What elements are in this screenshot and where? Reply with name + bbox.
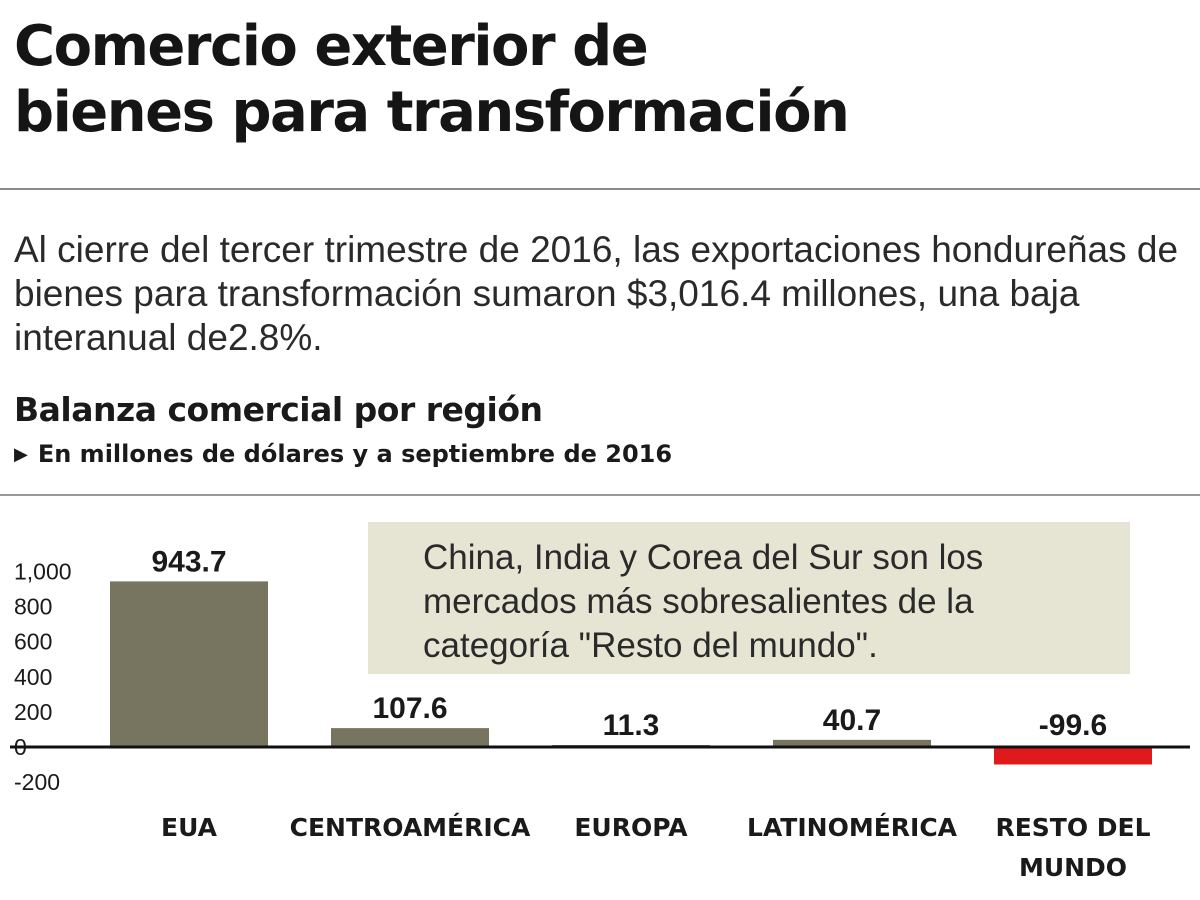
data-label: 943.7	[151, 545, 226, 578]
chart-heading: Balanza comercial por región	[14, 390, 543, 429]
y-tick-label: -200	[14, 769, 60, 795]
x-category-label: EUROPA	[574, 813, 688, 842]
bar	[994, 747, 1152, 765]
x-category-label: MUNDO	[1019, 853, 1127, 882]
y-tick-label: 800	[14, 594, 52, 620]
title-line-2: bienes para transformación	[14, 80, 850, 145]
top-divider	[0, 188, 1200, 190]
y-tick-label: 600	[14, 629, 52, 655]
x-category-label: LATINOMÉRICA	[747, 813, 958, 842]
chart-subheading: ▶ En millones de dólares y a septiembre d…	[14, 440, 672, 468]
chart-divider	[0, 494, 1200, 496]
data-label: 107.6	[372, 692, 447, 725]
y-tick-label: 400	[14, 664, 52, 690]
bar	[773, 739, 931, 747]
annotation-box: China, India y Corea del Sur son los mer…	[368, 522, 1130, 674]
chart-title-main: Comercio exterior de bienes para transfo…	[14, 14, 1184, 146]
x-category-label: CENTROAMÉRICA	[290, 813, 531, 842]
bar	[110, 581, 268, 747]
chart-subtitle-text: En millones de dólares y a septiembre de…	[37, 440, 673, 468]
title-line-1: Comercio exterior de	[14, 14, 649, 79]
bar	[331, 728, 489, 747]
data-label: 11.3	[603, 709, 660, 742]
data-label: 40.7	[823, 704, 881, 737]
y-tick-label: 200	[14, 699, 52, 725]
y-tick-label: 1,000	[14, 559, 72, 585]
data-label: -99.6	[1039, 709, 1107, 742]
x-category-label: EUA	[161, 813, 218, 842]
triangle-bullet-icon: ▶	[14, 444, 28, 465]
bar-chart: 1,0008006004002000-200943.7EUA107.6CENTR…	[10, 545, 1190, 882]
x-category-label: RESTO DEL	[995, 813, 1150, 842]
intro-paragraph: Al cierre del tercer trimestre de 2016, …	[14, 229, 1179, 358]
